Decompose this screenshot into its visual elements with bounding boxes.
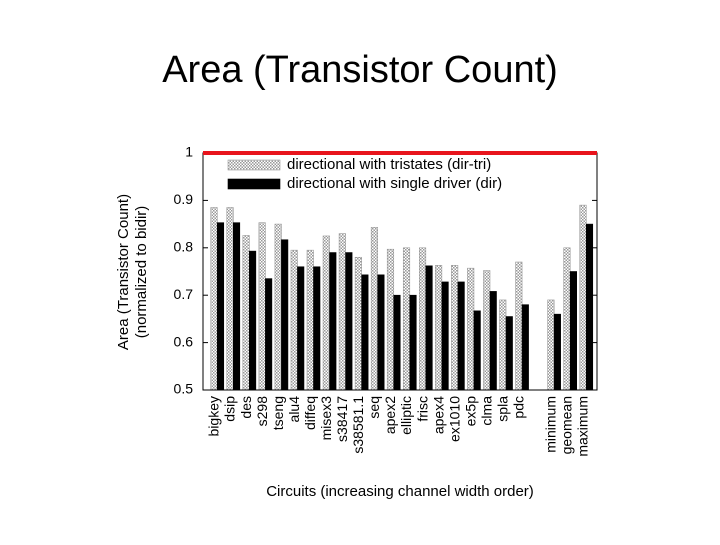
bar (499, 299, 507, 391)
bar (569, 271, 578, 391)
bar (563, 247, 571, 391)
bar (489, 291, 497, 391)
x-tick-label: ex1010 (446, 396, 462, 442)
bar (425, 265, 433, 391)
x-tick-label: pdc (511, 396, 527, 419)
bar (226, 207, 234, 391)
bar (386, 248, 395, 391)
y-tick-label: 0.5 (174, 381, 194, 397)
bar (265, 278, 273, 391)
x-tick-label: s38581.1 (350, 396, 366, 454)
bar (216, 222, 225, 391)
y-tick-label: 0.8 (174, 239, 194, 255)
bar (579, 204, 587, 391)
x-tick-label: ex5p (462, 396, 478, 427)
y-tick-label: 0.7 (174, 286, 194, 302)
x-tick-label: maximum (575, 396, 591, 457)
bar (457, 281, 465, 391)
bar (345, 252, 353, 391)
bar (409, 294, 417, 391)
bar (393, 294, 401, 391)
x-tick-label: minimum (543, 396, 559, 453)
bar (329, 252, 337, 391)
slide-title: Area (Transistor Count) (162, 49, 558, 91)
bar (338, 233, 346, 391)
bar (290, 249, 298, 391)
x-tick-label: des (238, 396, 254, 419)
bar (322, 235, 330, 391)
x-tick-label: seq (366, 396, 382, 419)
y-axis-title: Area (Transistor Count) (normalized to b… (115, 194, 150, 350)
bar (585, 223, 594, 391)
legend-label: directional with single driver (dir) (287, 175, 502, 192)
bar (313, 266, 321, 391)
bar (242, 235, 250, 391)
bar (361, 274, 369, 391)
bar (210, 207, 218, 391)
bar (467, 267, 475, 391)
bar (258, 222, 266, 391)
plot: 0.5 0.6 0.7 0.8 0.9 1 bigkey dsip des s298 tseng al… (174, 144, 598, 457)
y-tick-label: 0.9 (174, 191, 194, 207)
x-tick-label: frisc (414, 396, 430, 422)
bar (505, 316, 513, 391)
bar (249, 250, 257, 391)
x-tick-label: spla (494, 396, 510, 422)
x-tick-label: dsip (222, 396, 238, 422)
bar (232, 222, 241, 391)
legend-swatch (227, 178, 281, 190)
bar (483, 270, 491, 391)
x-tick-label: geomean (559, 396, 575, 454)
x-tick-label: s38417 (334, 396, 350, 442)
bar (306, 249, 314, 391)
x-tick-label: clma (478, 396, 494, 426)
x-tick-label: misex3 (318, 396, 334, 441)
bar (451, 265, 459, 391)
bar (473, 310, 481, 391)
legend-label: directional with tristates (dir-tri) (287, 156, 491, 173)
bar (402, 247, 411, 391)
x-tick-label: bigkey (206, 396, 222, 436)
bar (274, 223, 282, 391)
y-axis-label: Area (Transistor Count) (115, 194, 132, 350)
bar (370, 227, 378, 391)
x-tick-label: s298 (254, 396, 270, 427)
x-tick-label: tseng (270, 396, 286, 430)
bar (419, 247, 427, 391)
bar (377, 274, 385, 391)
y-tick-label: 1 (185, 144, 193, 160)
bar (281, 239, 289, 391)
x-axis-title: Circuits (increasing channel width order… (266, 483, 534, 500)
y-tick-label: 0.6 (174, 333, 194, 349)
bar (354, 256, 362, 391)
bar (297, 266, 305, 391)
legend-swatch (227, 159, 281, 171)
bar (553, 313, 561, 391)
x-tick-label: diffeq (302, 396, 318, 430)
bar (521, 304, 529, 391)
bar (547, 299, 555, 391)
bar (515, 261, 523, 391)
y-axis-label: (normalized to bidir) (133, 206, 150, 339)
x-tick-label: alu4 (286, 396, 302, 423)
bar (441, 281, 449, 391)
x-tick-label: apex2 (382, 396, 398, 434)
x-tick-label: elliptic (398, 396, 414, 435)
bar (435, 265, 443, 391)
x-tick-label: apex4 (430, 396, 446, 434)
